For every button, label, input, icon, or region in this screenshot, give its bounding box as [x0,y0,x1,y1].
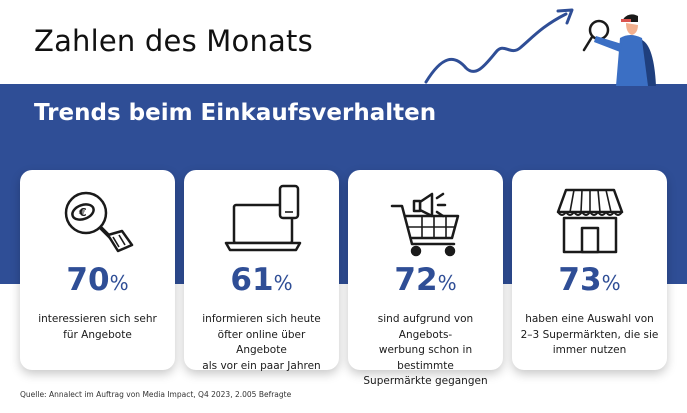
section-subtitle: Trends beim Einkaufsverhalten [34,100,437,126]
svg-text:€: € [78,206,87,219]
storefront-icon [556,188,624,254]
source-note: Quelle: Annalect im Auftrag von Media Im… [20,390,292,399]
stat-value: 61% [230,262,293,298]
shopping-cart-megaphone-icon [390,192,460,257]
stat-description: interessieren sich sehr für Angebote [38,313,157,341]
stat-value: 72% [394,262,457,298]
page-title: Zahlen des Monats [34,24,313,58]
stat-card-angebote: € 70% interessieren sich sehr für Angebo… [20,170,175,370]
trend-arrowhead-icon [556,8,574,25]
stat-card-supermarkt-auswahl: 73% haben eine Auswahl von 2–3 Supermärk… [512,170,667,370]
stat-value: 73% [558,262,621,298]
laptop-smartphone-icon [224,184,302,252]
trend-line-icon [424,12,568,84]
stat-card-online: 61% informieren sich heute öfter online … [184,170,339,372]
stat-card-supermarkt-besuch: 72% sind aufgrund von Angebots- werbung … [348,170,503,387]
stat-value: 70% [66,262,129,298]
stat-description: haben eine Auswahl von 2–3 Supermärkten,… [520,313,659,356]
magnifier-euro-coin-icon: € [64,191,134,253]
trend-illustration [424,8,656,86]
stat-description: sind aufgrund von Angebots- werbung scho… [363,313,488,387]
person-with-magnifier-icon [582,14,656,86]
stat-description: informieren sich heute öfter online über… [202,313,321,372]
